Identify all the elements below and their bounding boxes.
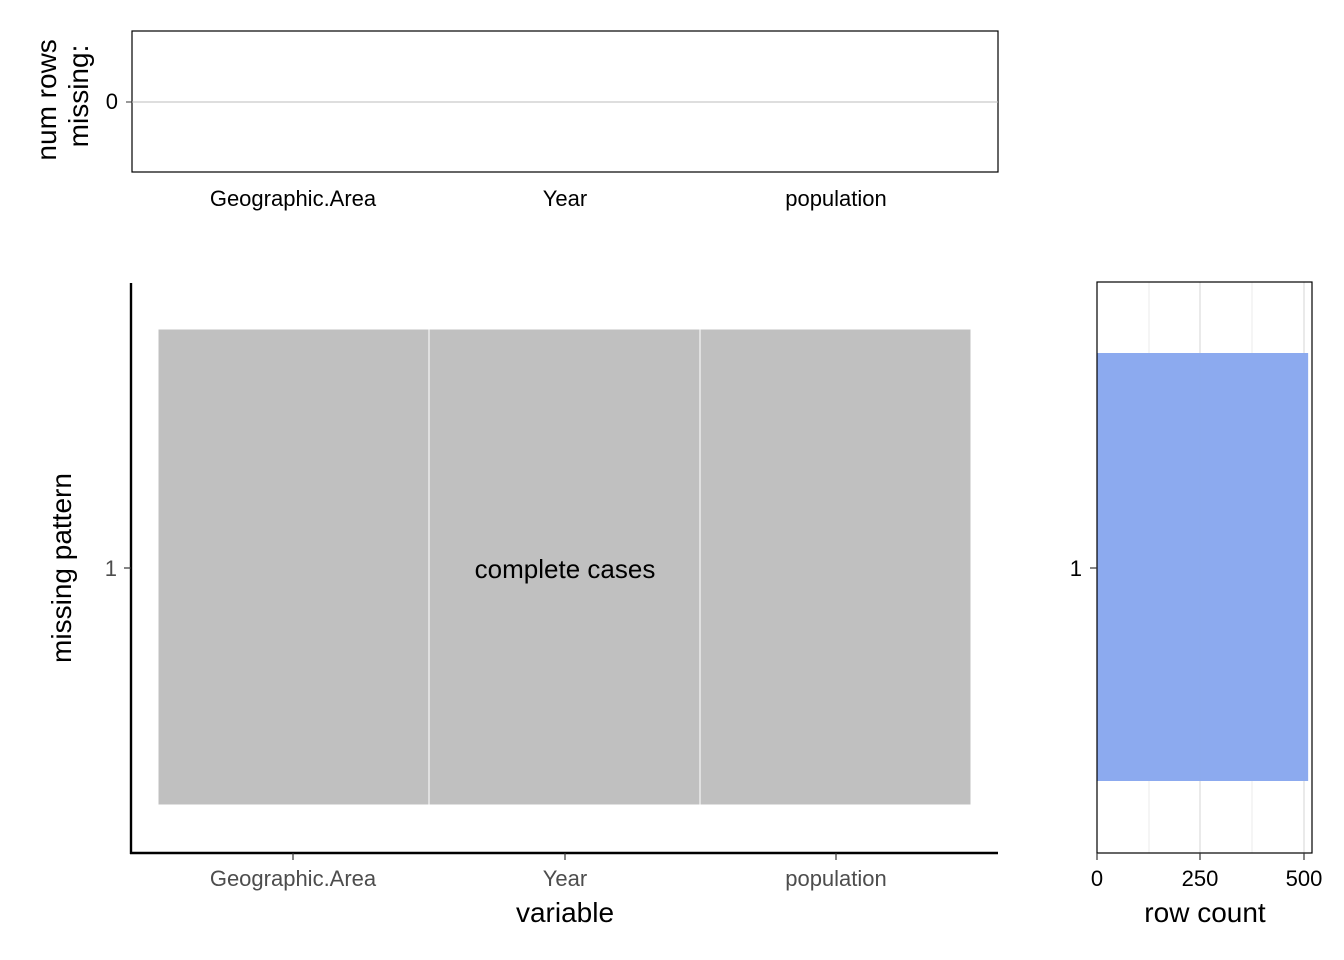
top-x-tick-label-population: population bbox=[785, 186, 887, 211]
pattern-cell-population bbox=[699, 328, 972, 806]
right-y-tick-label: 1 bbox=[1070, 556, 1082, 581]
main-x-tick-label-year: Year bbox=[543, 866, 587, 891]
top-y-axis-title: num rows missing: bbox=[31, 31, 94, 160]
main-x-axis-title: variable bbox=[516, 897, 614, 928]
top-y-axis-title-line-1: num rows bbox=[31, 39, 62, 160]
main-x-tick-label-geographic-area: Geographic.Area bbox=[210, 866, 377, 891]
right-panel: 1 0 250 500 row count bbox=[1070, 281, 1323, 928]
complete-cases-label: complete cases bbox=[475, 554, 656, 584]
pattern-cell-geographic-area bbox=[157, 328, 430, 806]
top-x-tick-label-year: Year bbox=[543, 186, 587, 211]
top-y-tick-label: 0 bbox=[106, 89, 118, 114]
top-panel: 0 num rows missing: Geographic.Area Year… bbox=[31, 30, 999, 211]
top-y-axis-title-line-2: missing: bbox=[63, 45, 94, 148]
right-x-tick-label-250: 250 bbox=[1182, 866, 1219, 891]
right-x-tick-label-500: 500 bbox=[1286, 866, 1323, 891]
main-panel: complete cases 1 missing pattern Geograp… bbox=[46, 283, 998, 928]
main-x-tick-label-population: population bbox=[785, 866, 887, 891]
main-y-axis-title: missing pattern bbox=[46, 473, 77, 663]
pattern-cell-year bbox=[428, 328, 701, 806]
row-count-bar bbox=[1097, 353, 1309, 781]
right-x-axis-title: row count bbox=[1144, 897, 1266, 928]
top-x-tick-label-geographic-area: Geographic.Area bbox=[210, 186, 377, 211]
right-x-tick-label-0: 0 bbox=[1091, 866, 1103, 891]
main-y-tick-label: 1 bbox=[105, 556, 117, 581]
